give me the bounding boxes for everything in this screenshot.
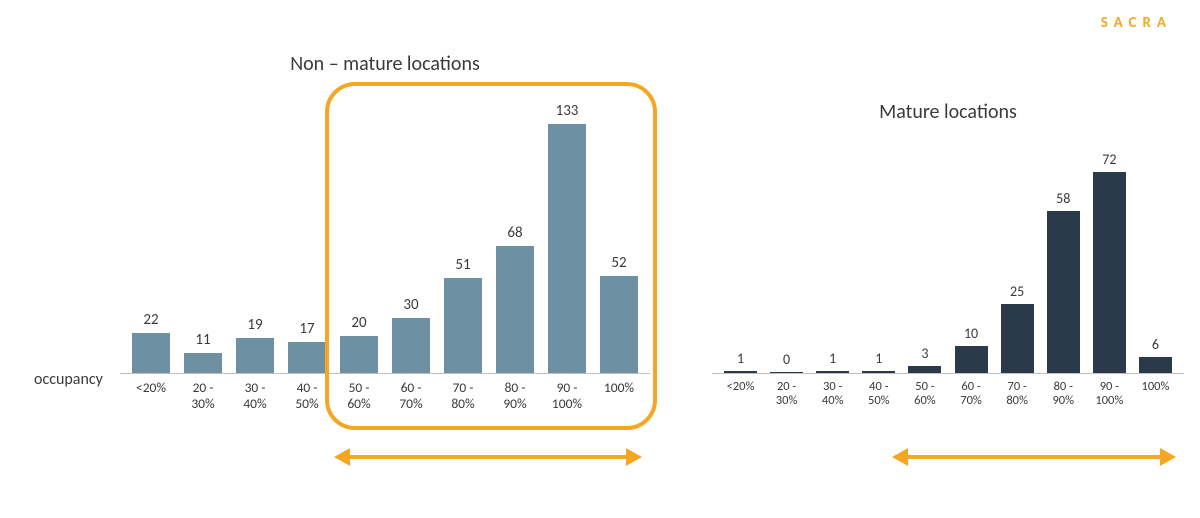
y-axis-label: occupancy xyxy=(34,370,103,389)
bar-slot: 25 xyxy=(995,283,1040,374)
bar-value-label: 10 xyxy=(964,325,978,342)
bar-slot: 3 xyxy=(902,345,947,374)
arrow-head-left-icon xyxy=(892,448,908,466)
chart-title-non-mature: Non – mature locations xyxy=(120,52,650,76)
bar xyxy=(132,333,170,374)
bar-value-label: 1 xyxy=(737,350,744,367)
arrow-head-right-icon xyxy=(1160,448,1176,466)
category-label: 20 -30% xyxy=(764,380,809,409)
category-label: 100% xyxy=(1133,380,1178,409)
bar-slot: 22 xyxy=(126,311,176,374)
bar-slot: 72 xyxy=(1087,151,1132,374)
bar-value-label: 19 xyxy=(247,316,262,334)
bar xyxy=(955,346,988,374)
bar-slot: 1 xyxy=(718,350,763,374)
category-label: 30 -40% xyxy=(230,380,280,411)
bar-value-label: 11 xyxy=(195,331,210,349)
bar-slot: 19 xyxy=(230,316,280,374)
chart-mature: Mature locations 10113102558726 <20%20 -… xyxy=(712,100,1184,409)
category-label: 30 -40% xyxy=(810,380,855,409)
bar xyxy=(236,338,274,374)
bar xyxy=(1139,357,1172,374)
category-label: <20% xyxy=(126,380,176,411)
bar-slot: 6 xyxy=(1133,336,1178,374)
bar xyxy=(1093,172,1126,374)
bar-slot: 58 xyxy=(1041,190,1086,374)
bar-value-label: 25 xyxy=(1010,283,1024,300)
bar xyxy=(1047,211,1080,374)
bar-value-label: 1 xyxy=(875,350,882,367)
bar-value-label: 0 xyxy=(783,351,790,368)
category-label: 20 -30% xyxy=(178,380,228,411)
bar-slot: 0 xyxy=(764,351,809,374)
chart-title-mature: Mature locations xyxy=(712,100,1184,124)
category-label: <20% xyxy=(718,380,763,409)
range-arrow-mature xyxy=(892,448,1176,466)
category-label: 60 -70% xyxy=(949,380,994,409)
bar-value-label: 1 xyxy=(829,350,836,367)
bar-slot: 10 xyxy=(949,325,994,374)
baseline xyxy=(712,373,1184,374)
highlight-callout xyxy=(325,82,657,430)
plot-area-mature: 10113102558726 xyxy=(712,142,1184,374)
arrow-shaft xyxy=(908,455,1160,459)
arrow-head-left-icon xyxy=(334,448,350,466)
bar-value-label: 6 xyxy=(1152,336,1159,353)
bar-slot: 1 xyxy=(856,350,901,374)
bar-value-label: 22 xyxy=(143,311,158,329)
bar-value-label: 58 xyxy=(1056,190,1070,207)
bar xyxy=(288,342,326,374)
bar xyxy=(1001,304,1034,374)
bar-value-label: 17 xyxy=(299,320,314,338)
category-label: 50 -60% xyxy=(902,380,947,409)
arrow-shaft xyxy=(350,455,626,459)
category-label: 90 -100% xyxy=(1087,380,1132,409)
bar-value-label: 3 xyxy=(921,345,928,362)
category-label: 80 -90% xyxy=(1041,380,1086,409)
bar-value-label: 72 xyxy=(1102,151,1116,168)
range-arrow-non-mature xyxy=(334,448,642,466)
bar xyxy=(184,353,222,374)
bar-slot: 1 xyxy=(810,350,855,374)
category-label: 40 -50% xyxy=(856,380,901,409)
arrow-head-right-icon xyxy=(626,448,642,466)
brand-logo: SACRA xyxy=(1101,14,1172,32)
category-label: 70 -80% xyxy=(995,380,1040,409)
bar-slot: 11 xyxy=(178,331,228,374)
